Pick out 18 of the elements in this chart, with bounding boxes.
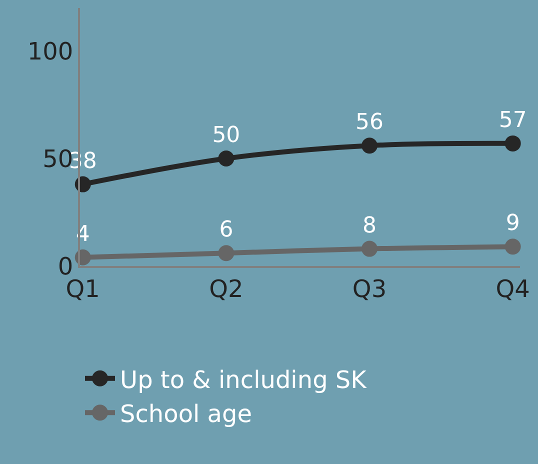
data-label: 8	[362, 213, 377, 238]
point	[218, 245, 234, 262]
data-label: 9	[506, 211, 520, 236]
data-label: 50	[212, 123, 240, 148]
data-label: 56	[356, 110, 384, 136]
x-tick-label: Q4	[496, 274, 530, 303]
point	[504, 135, 521, 152]
point	[218, 150, 234, 166]
point	[362, 138, 378, 154]
point	[504, 238, 521, 255]
data-label: 6	[219, 218, 234, 243]
point	[362, 240, 378, 257]
legend-label: Up to & including SK	[120, 366, 368, 394]
x-tick-label: Q3	[352, 274, 387, 303]
x-tick-label: Q2	[209, 274, 244, 303]
y-tick-label: 100	[27, 37, 74, 66]
legend-label: School age	[120, 400, 252, 428]
data-label: 57	[498, 108, 527, 133]
